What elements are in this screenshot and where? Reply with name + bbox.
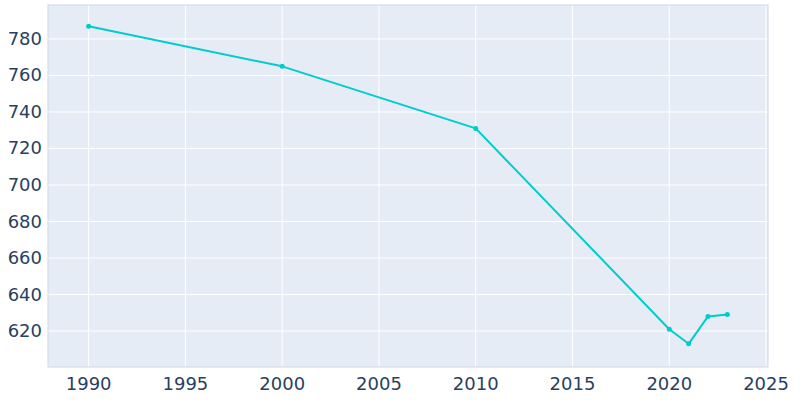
y-grid-line bbox=[48, 331, 768, 332]
y-tick-label: 680 bbox=[8, 211, 42, 232]
tick-labels: 1990 1995 2000 2005 2010 2015 2020 2025 620 640 66… bbox=[8, 28, 789, 394]
point bbox=[280, 64, 285, 69]
y-grid-line bbox=[48, 221, 768, 222]
point bbox=[725, 312, 730, 317]
x-tick-label: 1995 bbox=[163, 373, 209, 394]
x-tick-label: 2000 bbox=[259, 373, 305, 394]
plot-background bbox=[48, 5, 768, 367]
point bbox=[706, 314, 711, 319]
x-tick-label: 1990 bbox=[66, 373, 112, 394]
x-tick-label: 2015 bbox=[550, 373, 596, 394]
y-tick-label: 720 bbox=[8, 137, 42, 158]
plot-frame bbox=[48, 5, 768, 367]
y-grid-line bbox=[48, 148, 768, 149]
grid bbox=[48, 5, 768, 367]
y-tick-label: 700 bbox=[8, 174, 42, 195]
series bbox=[86, 24, 730, 347]
y-tick-label: 780 bbox=[8, 28, 42, 49]
y-grid-line bbox=[48, 294, 768, 295]
x-tick-label: 2025 bbox=[743, 373, 789, 394]
x-grid-line bbox=[669, 5, 670, 367]
y-grid-line bbox=[48, 111, 768, 112]
x-grid-line bbox=[378, 5, 379, 367]
point bbox=[473, 126, 478, 131]
y-tick-label: 660 bbox=[8, 247, 42, 268]
y-tick-label: 760 bbox=[8, 64, 42, 85]
x-grid-line bbox=[88, 5, 89, 367]
x-grid-line bbox=[572, 5, 573, 367]
line bbox=[89, 26, 728, 344]
point bbox=[686, 341, 691, 346]
y-tick-label: 740 bbox=[8, 101, 42, 122]
x-grid-line bbox=[185, 5, 186, 367]
y-grid-line bbox=[48, 75, 768, 76]
x-tick-label: 2005 bbox=[356, 373, 402, 394]
point bbox=[667, 327, 672, 332]
x-tick-label: 2010 bbox=[453, 373, 499, 394]
point bbox=[86, 24, 91, 29]
y-grid-line bbox=[48, 184, 768, 185]
chart: 1990 1995 2000 2005 2010 2015 2020 2025 620 640 66… bbox=[0, 0, 800, 400]
y-tick-label: 620 bbox=[8, 320, 42, 341]
x-grid-line bbox=[475, 5, 476, 367]
y-grid-line bbox=[48, 258, 768, 259]
x-tick-label: 2020 bbox=[646, 373, 692, 394]
x-grid-line bbox=[766, 5, 767, 367]
x-grid-line bbox=[282, 5, 283, 367]
y-tick-label: 640 bbox=[8, 284, 42, 305]
